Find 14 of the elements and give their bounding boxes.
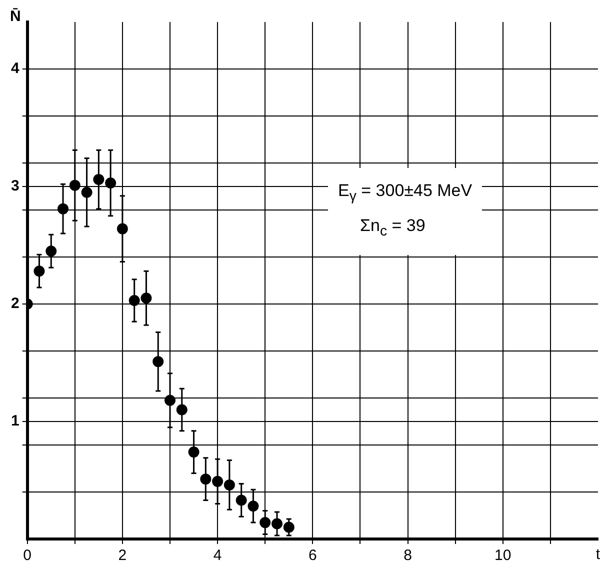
y-tick-label: 4 [11, 60, 20, 78]
y-tick-label: 2 [11, 295, 20, 312]
y-tick-label: 3 [11, 178, 20, 195]
annotation: Σn$_{c}$ = 39 [359, 215, 426, 242]
x-tick-label: 4 [213, 547, 222, 564]
x-axis-title: t [596, 546, 600, 563]
x-tick-label: 2 [118, 547, 127, 564]
y-axis-title: N̄ [10, 8, 21, 25]
x-tick-label: 6 [308, 547, 317, 564]
annotation: E$_{γ}$ = 300±45 MeV [338, 180, 472, 206]
x-tick-label: 10 [494, 547, 512, 564]
y-tick-label: 1 [11, 412, 20, 430]
x-tick-label: 0 [23, 547, 32, 564]
x-tick-label: 8 [404, 547, 412, 564]
